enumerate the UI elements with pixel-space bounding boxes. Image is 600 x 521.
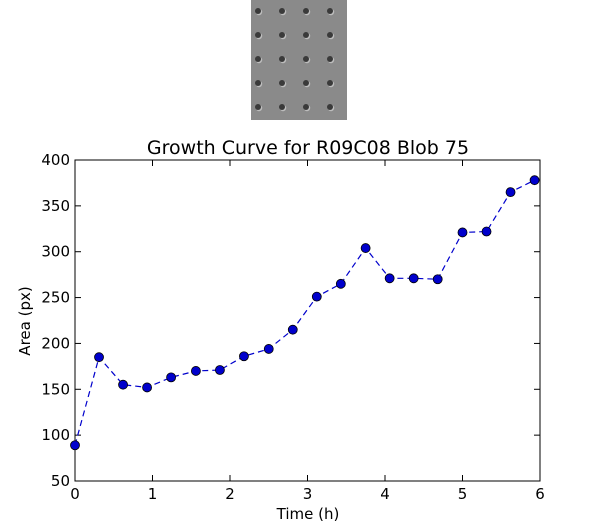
y-tick-label: 100: [41, 426, 70, 444]
blob-dot: [255, 80, 261, 86]
y-tick-label: 250: [41, 289, 70, 307]
x-tick-label: 2: [225, 485, 235, 503]
series-line: [74, 179, 535, 446]
data-point: [335, 278, 346, 289]
blob-dot: [279, 8, 285, 14]
blob-dot: [279, 80, 285, 86]
blob-dot: [303, 56, 309, 62]
blob-dot: [279, 56, 285, 62]
blob-dot: [303, 104, 309, 110]
data-point: [457, 227, 468, 238]
data-point: [118, 379, 128, 390]
x-axis-label: Time (h): [276, 505, 340, 521]
data-point: [94, 352, 104, 363]
axis-ticks: 0 1 2 3 4 5 6 50 100 150 200 250 300 350 400: [41, 151, 544, 503]
data-point: [529, 175, 540, 186]
blob-dot: [255, 8, 261, 14]
blob-dot: [327, 56, 333, 62]
data-point: [481, 226, 492, 237]
data-point: [360, 243, 371, 253]
blob-dot: [327, 32, 333, 38]
blob-dot: [279, 104, 285, 110]
x-tick-label: 0: [70, 485, 80, 503]
blob-dot: [255, 32, 261, 38]
blob-dot: [255, 56, 261, 62]
y-tick-label: 350: [41, 197, 70, 215]
y-tick-label: 400: [41, 151, 70, 169]
x-tick-label: 1: [148, 485, 158, 503]
data-point: [432, 274, 443, 285]
x-tick-label: 3: [303, 485, 313, 503]
data-point: [215, 365, 225, 375]
chart-title: Growth Curve for R09C08 Blob 75: [147, 137, 469, 159]
blob-dot: [327, 8, 333, 14]
blob-dot: [255, 104, 261, 110]
x-tick-label: 4: [380, 485, 390, 503]
x-tick-label: 5: [458, 485, 468, 503]
blob-dot: [327, 104, 333, 110]
blob-dot: [327, 80, 333, 86]
data-point: [70, 440, 80, 451]
blob-microscopy-thumbnail: [251, 0, 347, 120]
blob-dot: [303, 32, 309, 38]
x-tick-label: 6: [535, 485, 545, 503]
blob-dot: [279, 32, 285, 38]
y-tick-label: 50: [51, 472, 70, 490]
data-point: [142, 382, 152, 393]
data-point: [408, 273, 419, 284]
plot-area: [74, 159, 541, 482]
y-tick-label: 150: [41, 380, 70, 398]
blob-dot: [303, 80, 309, 86]
data-point: [287, 324, 298, 335]
y-tick-label: 300: [41, 243, 70, 261]
data-point: [505, 187, 516, 198]
data-point: [166, 372, 177, 383]
data-point: [311, 291, 322, 302]
data-point: [190, 366, 201, 376]
data-point: [384, 273, 395, 284]
y-axis-label: Area (px): [16, 286, 34, 355]
data-series: [70, 175, 540, 451]
data-point: [263, 344, 274, 354]
data-point: [239, 351, 249, 362]
blob-dot: [303, 8, 309, 14]
y-tick-label: 200: [41, 334, 70, 352]
